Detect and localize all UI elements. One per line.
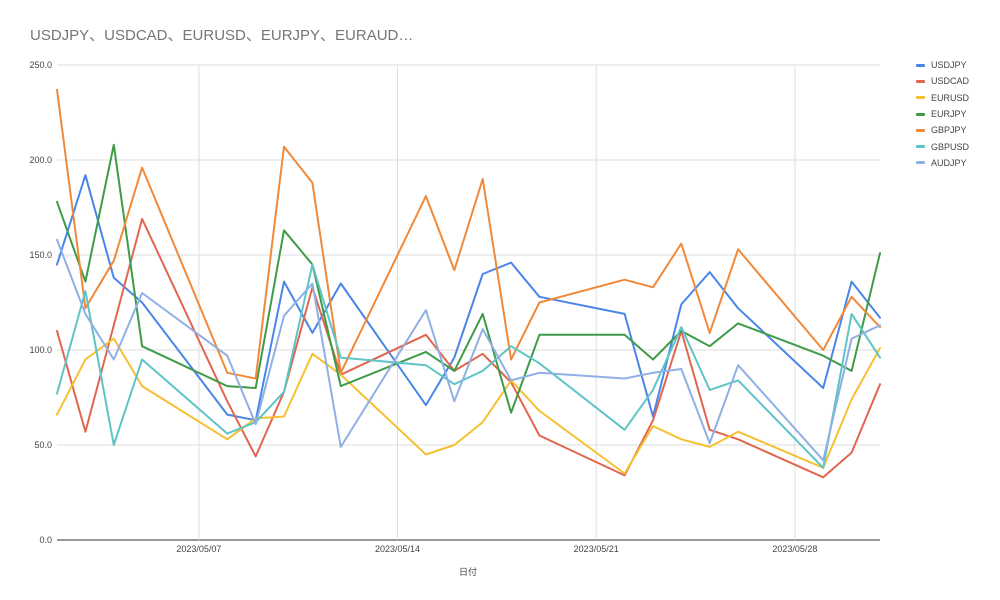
legend-swatch	[916, 161, 925, 165]
series-line-usdjpy	[56, 174, 881, 422]
legend-item-gbpusd: GBPUSD	[916, 138, 969, 154]
x-axis: 2023/05/07 2023/05/14 2023/05/21 2023/05/28	[176, 544, 817, 554]
series-line-eurusd	[56, 337, 881, 475]
series-line-eurjpy	[56, 143, 881, 414]
y-axis: 0.0 50.0 100.0 150.0 200.0 250.0	[29, 60, 52, 545]
legend-swatch	[916, 96, 925, 100]
y-tick-label: 250.0	[29, 60, 52, 70]
legend-swatch	[916, 63, 925, 67]
legend-item-audjpy: AUDJPY	[916, 155, 969, 171]
y-tick-label: 50.0	[34, 440, 52, 450]
series-line-audjpy	[56, 238, 881, 462]
x-tick-label: 2023/05/21	[574, 544, 619, 554]
legend-swatch	[916, 128, 925, 132]
y-tick-label: 150.0	[29, 250, 52, 260]
legend-swatch	[916, 112, 925, 116]
legend-label: USDCAD	[931, 76, 970, 87]
chart-title: USDJPY、USDCAD、EURUSD、EURJPY、EURAUD…	[30, 27, 414, 44]
legend-item-gbpjpy: GBPJPY	[916, 122, 969, 138]
x-tick-label: 2023/05/28	[772, 544, 817, 554]
legend-label: GBPUSD	[931, 141, 970, 152]
legend-swatch	[916, 79, 925, 83]
legend-item-usdjpy: USDJPY	[916, 57, 969, 73]
series-lines	[56, 88, 881, 479]
series-line-gbpusd	[56, 263, 881, 469]
y-tick-label: 200.0	[29, 155, 52, 165]
y-tick-label: 100.0	[29, 345, 52, 355]
x-tick-label: 2023/05/14	[375, 544, 420, 554]
legend-label: GBPJPY	[931, 125, 967, 136]
legend-item-eurusd: EURUSD	[916, 90, 969, 106]
legend-item-eurjpy: EURJPY	[916, 106, 969, 122]
legend-label: EURUSD	[931, 92, 970, 103]
legend-item-usdcad: USDCAD	[916, 73, 969, 89]
chart-legend: USDJPY USDCAD EURUSD EURJPY GBPJPY GBPUSD AUDJ…	[916, 57, 969, 171]
y-tick-label: 0.0	[39, 535, 52, 545]
legend-label: AUDJPY	[931, 157, 967, 168]
series-line-usdcad	[56, 217, 881, 479]
x-axis-label: 日付	[459, 567, 477, 577]
legend-label: EURJPY	[931, 109, 967, 120]
series-line-gbpjpy	[56, 88, 881, 380]
x-tick-label: 2023/05/07	[176, 544, 221, 554]
legend-label: USDJPY	[931, 60, 967, 71]
legend-swatch	[916, 145, 925, 149]
